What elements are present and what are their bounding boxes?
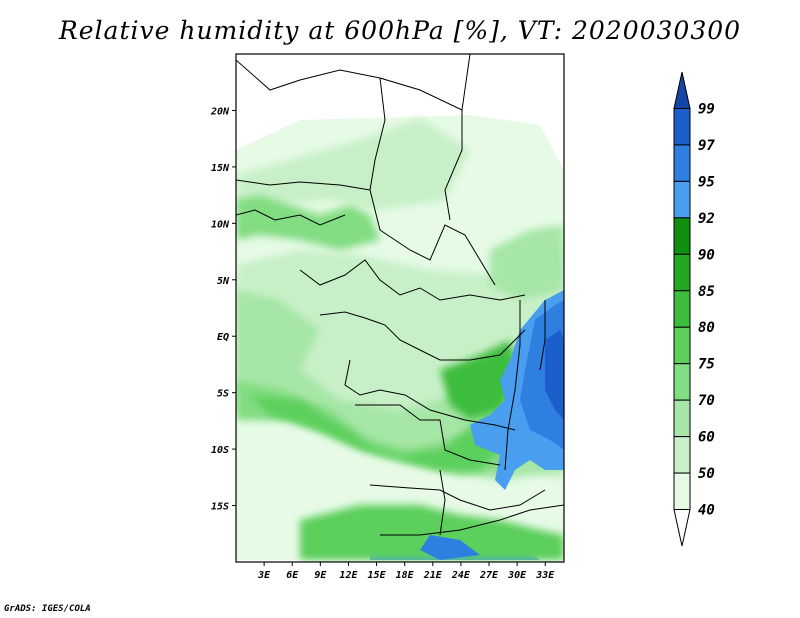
lon-tick-label: 15E xyxy=(368,570,387,581)
colorbar-label: 40 xyxy=(698,503,715,519)
lon-tick-label: 33E xyxy=(535,570,555,581)
colorbar-swatch xyxy=(673,107,691,146)
lon-tick-label: 3E xyxy=(257,570,271,581)
humidity-region-ne xyxy=(490,225,564,300)
latitude-axis: 20N 15N 10N 5N EQ 5S 10S 15S xyxy=(210,106,236,513)
humidity-region-85 xyxy=(440,340,520,420)
lon-tick-label: 12E xyxy=(339,570,358,581)
humidity-region-80 xyxy=(250,395,510,470)
country-boundaries xyxy=(236,54,564,536)
colorbar-label: 97 xyxy=(698,138,715,154)
humidity-region-sahel-green xyxy=(236,195,380,250)
grads-credit: GrADS: IGES/COLA xyxy=(4,604,91,614)
humidity-region-80-south xyxy=(300,505,564,560)
humidity-region-99-lakes xyxy=(545,330,564,420)
colorbar-swatch xyxy=(673,472,691,511)
colorbar-swatch xyxy=(673,326,691,365)
humidity-region-60 xyxy=(236,118,470,210)
colorbar-label: 70 xyxy=(698,393,715,409)
colorbar-swatch xyxy=(673,290,691,328)
colorbar-label: 99 xyxy=(698,101,715,117)
colorbar-label: 75 xyxy=(698,357,715,373)
lon-tick-label: 30E xyxy=(507,570,527,581)
colorbar-label: 90 xyxy=(698,247,715,263)
lon-tick-label: 6E xyxy=(286,570,299,581)
colorbar-label: 85 xyxy=(698,284,715,300)
colorbar-swatch xyxy=(673,509,691,547)
colorbar-swatch xyxy=(673,253,691,292)
colorbar-swatch xyxy=(673,363,691,401)
map-frame xyxy=(235,53,565,563)
lat-tick-label: 20N xyxy=(210,106,230,117)
colorbar-label: 95 xyxy=(698,174,715,190)
colorbar-label: 92 xyxy=(698,211,715,227)
lat-tick-label: 5S xyxy=(217,389,229,400)
lat-tick-label: 10N xyxy=(211,219,230,230)
colorbar-swatch xyxy=(673,71,691,109)
colorbar-swatch xyxy=(673,217,691,255)
lat-tick-label: 15S xyxy=(211,502,229,513)
colorbar-swatch xyxy=(673,180,691,219)
colorbar-label: 80 xyxy=(698,320,715,336)
lat-tick-label: 15N xyxy=(211,163,230,174)
colorbar-swatch xyxy=(673,399,691,438)
lon-tick-label: 27E xyxy=(479,570,499,581)
colorbar-swatch xyxy=(673,436,691,474)
colorbar-label: 60 xyxy=(698,430,715,446)
lat-tick-label: 10S xyxy=(211,445,229,456)
humidity-field xyxy=(236,115,564,560)
lat-tick-label: 5N xyxy=(217,276,230,287)
colorbar-swatch xyxy=(673,144,691,182)
lon-tick-label: 9E xyxy=(314,570,327,581)
map-title: Relative humidity at 600hPa [%], VT: 202… xyxy=(58,16,742,45)
lat-tick-label: EQ xyxy=(217,332,229,343)
longitude-axis: 3E 6E 9E 12E 15E 18E 21E 24E 27E 30E 33E xyxy=(257,562,555,581)
lon-tick-label: 24E xyxy=(451,570,471,581)
humidity-region-97-south xyxy=(420,535,480,560)
colorbar-label: 50 xyxy=(698,466,715,482)
lon-tick-label: 21E xyxy=(423,570,443,581)
lon-tick-label: 18E xyxy=(396,570,415,581)
colorbar: 40 50 60 70 75 80 85 90 92 95 97 99 xyxy=(673,71,715,547)
